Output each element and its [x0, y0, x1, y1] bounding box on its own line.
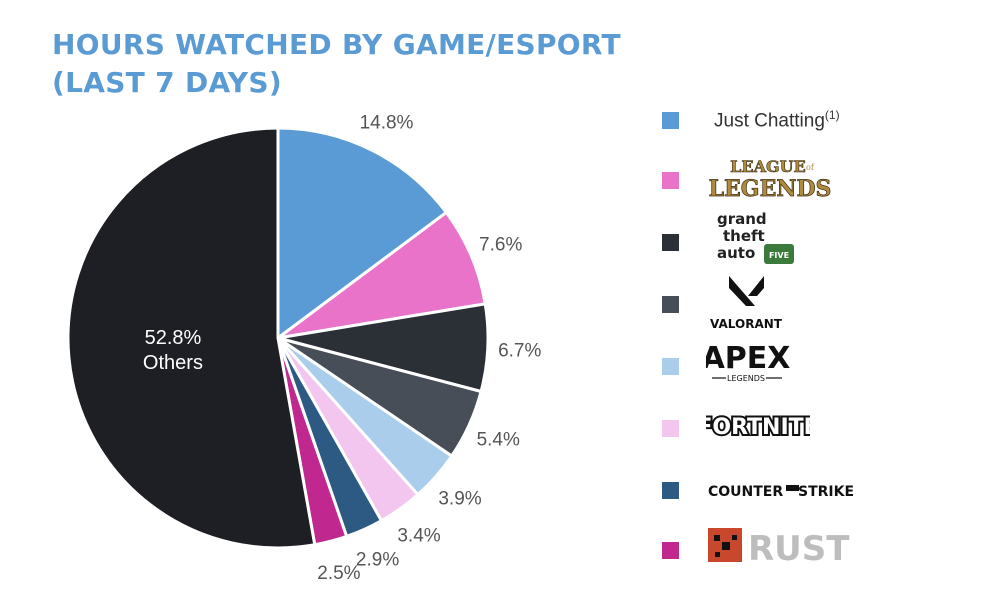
gta-logo-line1: grand [717, 210, 767, 228]
fortnite-logo-text: FORTNITE [706, 415, 810, 440]
counter-strike-logo: COUNTER STRIKE [708, 484, 854, 500]
pie-label-counter-strike: 2.9% [356, 550, 399, 571]
legend-label-just-chatting: Just Chatting(1) [714, 108, 840, 132]
valorant-logo: VALORANT [710, 276, 783, 331]
lol-logo-line1: LEAGUE [730, 157, 806, 176]
gta-five-badge [764, 244, 794, 264]
cs-logo-left: COUNTER [708, 484, 783, 500]
league-of-legends-logo: LEAGUE of LEGENDS [708, 157, 832, 203]
pie-slice-others [66, 126, 317, 550]
legend-just-chatting-text: Just Chatting [714, 110, 825, 132]
valorant-logo-text: VALORANT [710, 317, 783, 331]
pie-label-fortnite: 3.4% [397, 526, 440, 547]
pie-label-just-chatting: 14.8% [360, 113, 414, 134]
cs-soldier-glyph [786, 485, 799, 491]
pie-label-league-of-legends: 7.6% [479, 234, 522, 255]
gta-logo-line3: auto [717, 244, 755, 262]
legend-swatch-rust [662, 542, 679, 559]
rust-badge-mark [714, 535, 720, 541]
apex-logo-text: APEX [706, 341, 790, 376]
pie-slice-just-chatting [276, 126, 448, 340]
chart-title-line2: (LAST 7 DAYS) [52, 66, 282, 99]
pie-label-rust: 2.5% [317, 563, 360, 584]
legend-swatch-valorant [662, 296, 679, 313]
legend-swatch-league-of-legends [662, 172, 679, 189]
apex-logo-subtext: LEGENDS [727, 374, 765, 383]
rust-badge-mark [722, 542, 730, 550]
legend-swatch-just-chatting [662, 112, 679, 129]
chart-title-line1: HOURS WATCHED BY GAME/ESPORT [52, 28, 621, 61]
pie-label-apex-legends: 3.9% [438, 488, 481, 509]
fortnite-logo: FORTNITE [706, 413, 810, 442]
pie-label-grand-theft-auto: 6.7% [498, 340, 541, 361]
rust-logo: RUST [708, 528, 850, 568]
pie-slices [66, 126, 490, 550]
legend-swatch-counter-strike [662, 482, 679, 499]
rust-logo-text: RUST [748, 529, 850, 568]
valorant-v-right [748, 276, 764, 296]
cs-logo-right: STRIKE [798, 484, 854, 500]
pie-label-others-value: 52.8% [145, 327, 202, 349]
apex-logo: APEX LEGENDS [706, 341, 790, 383]
pie-labels: 14.8% 7.6% 6.7% 5.4% 3.9% 3.4% 2.9%2.5% 52.8% Ot… [143, 113, 542, 585]
gta-logo-line2: theft [723, 227, 765, 245]
legend-swatch-apex [662, 358, 679, 375]
pie-label-valorant: 5.4% [477, 429, 520, 450]
legend-swatch-fortnite [662, 420, 679, 437]
valorant-v-left [729, 276, 755, 306]
legend-swatch-gta [662, 234, 679, 251]
rust-badge-mark [715, 552, 720, 557]
gta-logo: grand theft auto FIVE [717, 210, 794, 264]
pie-label-others-name: Others [143, 352, 203, 374]
legend-footnote-marker: (1) [824, 108, 840, 122]
gta-five-text: FIVE [769, 251, 789, 260]
chart-title: HOURS WATCHED BY GAME/ESPORT (LAST 7 DAY… [52, 26, 621, 102]
lol-logo-of: of [806, 163, 815, 172]
rust-badge-mark [732, 535, 737, 540]
lol-logo-line2: LEGENDS [709, 176, 832, 202]
pie-slice-league-of-legends [276, 210, 487, 340]
